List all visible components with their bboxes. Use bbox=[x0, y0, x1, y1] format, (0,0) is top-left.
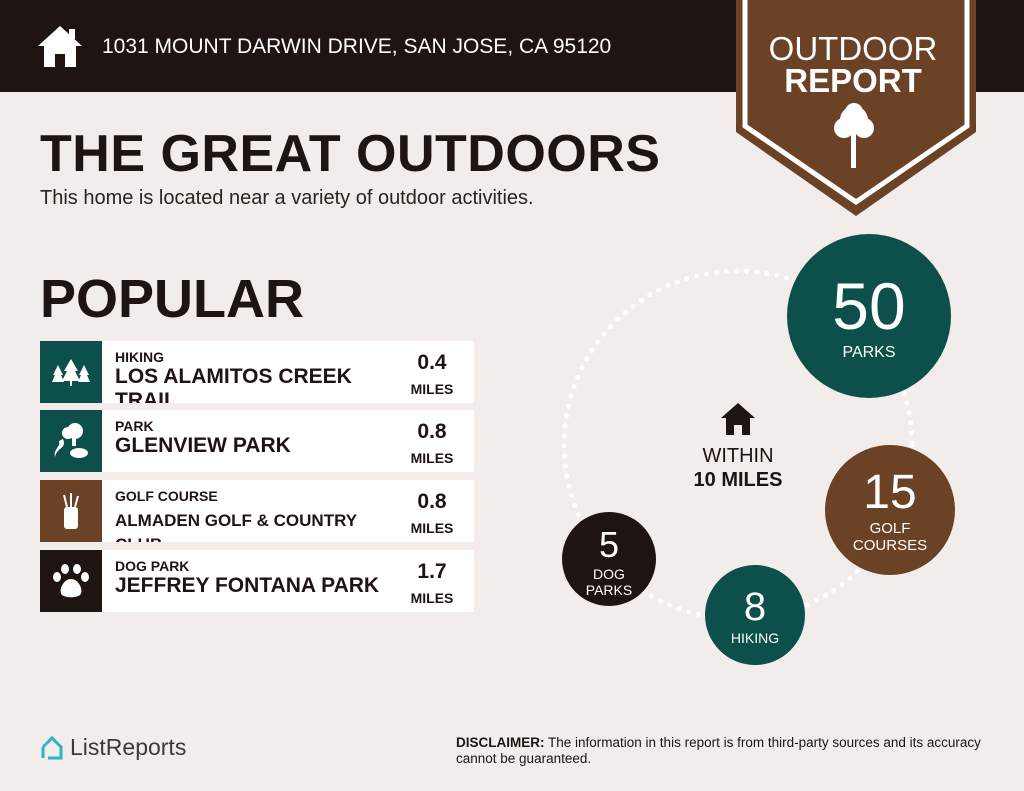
golf-count: 15 bbox=[863, 466, 917, 519]
badge-line2: REPORT bbox=[784, 62, 922, 99]
popular-heading: POPULAR bbox=[40, 269, 305, 329]
item-unit: MILES bbox=[410, 520, 454, 536]
home-icon bbox=[721, 403, 755, 435]
dog-parks-count: 5 bbox=[598, 524, 620, 565]
item-name: JEFFREY FONTANA PARK bbox=[115, 574, 380, 597]
tree-icon bbox=[834, 103, 874, 168]
park-icon bbox=[40, 410, 102, 472]
within-text: WITHIN bbox=[702, 445, 774, 467]
item-category: PARK bbox=[115, 418, 154, 434]
item-category: DOG PARK bbox=[115, 558, 190, 574]
hiking-count: 8 bbox=[743, 585, 767, 629]
item-category: HIKING bbox=[115, 349, 164, 365]
item-distance: 0.8 bbox=[417, 490, 447, 513]
item-distance: 1.7 bbox=[417, 560, 447, 583]
disclaimer-label: DISCLAIMER: bbox=[456, 735, 545, 750]
trees-icon bbox=[40, 341, 102, 403]
dog-parks-count-circle: 5 DOG PARKS bbox=[562, 512, 656, 606]
parks-count: 50 bbox=[832, 269, 906, 343]
within-label: WITHIN 10 MILES bbox=[668, 444, 808, 492]
hiking-count-circle: 8 HIKING bbox=[705, 565, 805, 665]
item-name: LOS ALAMITOS CREEK TRAIL bbox=[115, 365, 352, 403]
parks-label: PARKS bbox=[842, 344, 896, 361]
item-name: GLENVIEW PARK bbox=[115, 434, 291, 457]
hiking-label: HIKING bbox=[730, 630, 780, 646]
within-distance: 10 MILES bbox=[693, 469, 783, 491]
list-item: PARK GLENVIEW PARK 0.8 MILES bbox=[40, 410, 474, 472]
item-distance: 0.4 bbox=[417, 351, 447, 374]
golf-label-2: COURSES bbox=[852, 537, 928, 554]
item-unit: MILES bbox=[410, 450, 454, 466]
item-name: ALMADEN GOLF & COUNTRY CLUB bbox=[115, 511, 357, 542]
golf-count-circle: 15 GOLF COURSES bbox=[825, 445, 955, 575]
paw-icon bbox=[40, 550, 102, 612]
home-icon bbox=[38, 26, 82, 67]
disclaimer: DISCLAIMER: The information in this repo… bbox=[456, 735, 996, 767]
page-subtitle: This home is located near a variety of o… bbox=[40, 187, 534, 209]
list-item: HIKING LOS ALAMITOS CREEK TRAIL 0.4 MILE… bbox=[40, 341, 474, 403]
parks-count-circle: 50 PARKS bbox=[787, 234, 951, 398]
badge-line1: OUTDOOR bbox=[768, 30, 938, 67]
item-unit: MILES bbox=[410, 381, 454, 397]
property-address: 1031 MOUNT DARWIN DRIVE, SAN JOSE, CA 95… bbox=[102, 35, 612, 58]
item-category: GOLF COURSE bbox=[115, 488, 218, 504]
golf-label: GOLF bbox=[869, 520, 911, 537]
item-unit: MILES bbox=[410, 590, 454, 606]
brand-name: ListReports bbox=[70, 734, 187, 760]
disclaimer-text: The information in this report is from t… bbox=[456, 735, 981, 766]
list-item: DOG PARK JEFFREY FONTANA PARK 1.7 MILES bbox=[40, 550, 474, 612]
listreports-logo: ListReports bbox=[40, 734, 186, 761]
page-title: THE GREAT OUTDOORS bbox=[40, 125, 661, 183]
outdoor-report-badge bbox=[736, 0, 976, 216]
list-item: GOLF COURSE ALMADEN GOLF & COUNTRY CLUB … bbox=[40, 480, 474, 542]
dog-parks-label-2: PARKS bbox=[585, 582, 633, 598]
dog-parks-label: DOG bbox=[593, 566, 625, 582]
logo-icon bbox=[41, 735, 63, 759]
item-distance: 0.8 bbox=[417, 420, 447, 443]
golf-bag-icon bbox=[40, 480, 102, 542]
